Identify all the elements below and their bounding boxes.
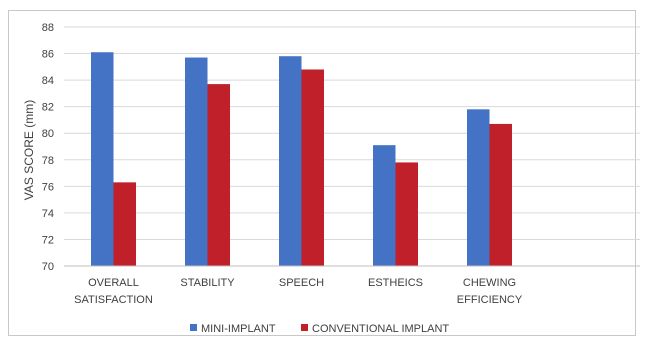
y-tick-label: 78 bbox=[42, 155, 54, 167]
bar-mini-implant bbox=[91, 52, 114, 266]
x-tick-label: SATISFACTION bbox=[74, 294, 153, 306]
y-tick-label: 72 bbox=[42, 234, 54, 246]
x-axis-ticks: OVERALL SATISFACTION STABILITY SPEECH ESTHEI… bbox=[74, 277, 523, 306]
x-tick-label: STABILITY bbox=[180, 277, 235, 289]
bars bbox=[91, 52, 512, 267]
bar-mini-implant bbox=[467, 109, 490, 266]
bar-mini-implant bbox=[373, 145, 396, 266]
bar-conventional-implant bbox=[395, 162, 418, 266]
y-tick-label: 84 bbox=[42, 75, 54, 87]
y-tick-label: 76 bbox=[42, 181, 54, 193]
legend-label: CONVENTIONAL IMPLANT bbox=[312, 323, 449, 335]
bar-conventional-implant bbox=[207, 84, 230, 266]
legend-label: MINI-IMPLANT bbox=[201, 323, 276, 335]
y-tick-label: 86 bbox=[42, 49, 54, 61]
y-tick-label: 74 bbox=[42, 208, 54, 220]
y-axis-label: VAS SCORE (mm) bbox=[22, 100, 36, 200]
x-tick-label: CHEWING bbox=[463, 277, 516, 289]
x-tick-label: OVERALL bbox=[88, 277, 139, 289]
y-tick-label: 80 bbox=[42, 128, 54, 140]
bar-conventional-implant bbox=[489, 123, 512, 266]
legend-swatch bbox=[301, 324, 308, 331]
x-tick-label: EFFICIENCY bbox=[457, 294, 523, 306]
y-tick-label: 70 bbox=[42, 261, 54, 273]
y-tick-label: 88 bbox=[42, 22, 54, 34]
legend: MINI-IMPLANT CONVENTIONAL IMPLANT bbox=[190, 323, 449, 335]
bar-conventional-implant bbox=[301, 69, 324, 266]
bar-conventional-implant bbox=[113, 182, 136, 266]
legend-swatch bbox=[190, 324, 197, 331]
y-tick-label: 82 bbox=[42, 102, 54, 114]
gridlines bbox=[64, 26, 640, 240]
bar-mini-implant bbox=[279, 56, 302, 266]
bar-mini-implant bbox=[185, 57, 208, 267]
x-tick-label: SPEECH bbox=[279, 277, 324, 289]
y-axis-ticks: 70 72 74 76 78 80 82 84 86 88 bbox=[42, 22, 54, 273]
x-tick-label: ESTHEICS bbox=[368, 277, 423, 289]
